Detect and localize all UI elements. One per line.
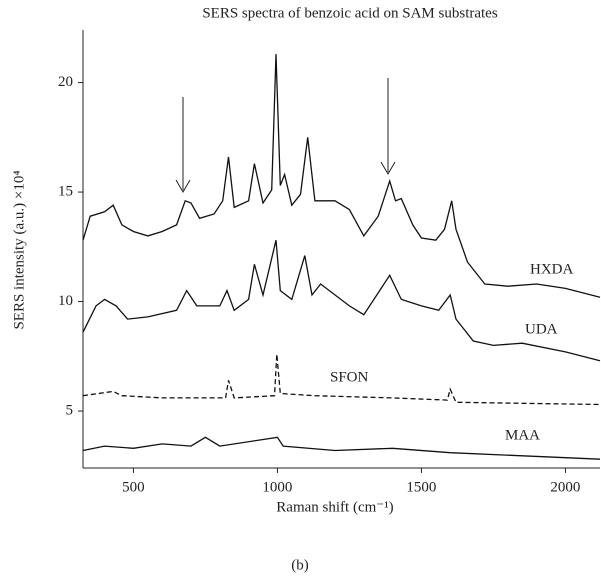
y-tick-label: 15	[58, 183, 73, 199]
series-label: MAA	[505, 427, 540, 443]
arrow-head	[380, 161, 396, 175]
x-tick-label: 500	[122, 479, 145, 495]
series-label: UDA	[525, 321, 558, 337]
x-tick-label: 1500	[406, 479, 436, 495]
arrows	[175, 78, 396, 193]
series-label: HXDA	[530, 261, 573, 277]
series-label: SFON	[330, 369, 369, 385]
chart-title: SERS spectra of benzoic acid on SAM subs…	[202, 5, 498, 21]
series-line	[82, 436, 601, 460]
x-axis-label: Raman shift (cm⁻¹)	[276, 499, 393, 515]
series-line	[82, 54, 601, 298]
y-axis-label: SERS intensity (a.u.) ×10⁴	[11, 170, 27, 329]
series-line	[82, 240, 601, 362]
series-line	[82, 354, 601, 406]
arrow-head	[175, 179, 191, 193]
x-tick-label: 2000	[550, 479, 580, 495]
y-tick-label: 5	[66, 402, 74, 418]
caption: (b)	[291, 557, 309, 573]
y-tick-label: 20	[58, 74, 73, 90]
x-tick-label: 1000	[262, 479, 292, 495]
y-tick-label: 10	[58, 293, 73, 309]
